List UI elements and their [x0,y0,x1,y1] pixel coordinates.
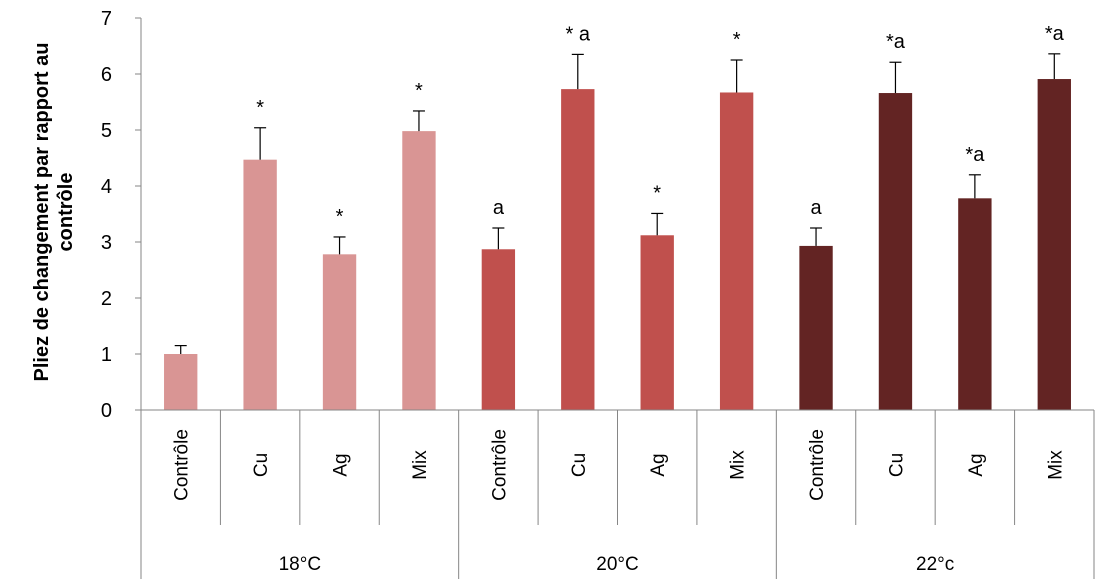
significance-label: *a [965,144,985,166]
x-axis: Contrôle Cu Ag Mix 18°C Contrôle Cu Ag Mix 20°C Co… [141,410,1094,579]
significance-label: * [653,182,661,204]
bar [164,354,197,410]
y-tick-label: 0 [101,400,112,422]
x-category-label: Contrôle [807,429,828,501]
x-category-label: Ag [648,453,669,476]
significance-label: * [256,97,264,119]
y-tick-label: 5 [101,120,112,142]
y-tick-label: 6 [101,64,112,86]
y-axis-title-line-2: contrôle [55,173,77,252]
bar [243,160,276,410]
significance-label: *a [1045,23,1065,45]
significance-label: *a [886,31,906,53]
bar [402,131,435,410]
bar [958,198,991,410]
bar [641,235,674,410]
y-tick-label: 2 [101,288,112,310]
bar [482,249,515,410]
y-axis-title: Pliez de changement par rapport au contr… [31,43,77,382]
significance-label: a [810,197,822,219]
significance-label: * a [566,23,591,45]
x-category-label: Contrôle [172,429,193,501]
significance-label: a [493,197,505,219]
significance-label: * [336,206,344,228]
bars-layer: ***a* a**a*a*a*a [164,23,1071,410]
x-category-label: Cu [569,453,590,477]
y-tick-label: 3 [101,232,112,254]
x-category-label: Cu [886,453,907,477]
bar [561,89,594,410]
bar [720,92,753,410]
significance-label: * [733,29,741,51]
x-group-label: 18°C [279,554,321,575]
y-tick-label: 7 [101,8,112,30]
x-group-label: 22°c [916,554,954,575]
y-tick-label: 4 [101,176,112,198]
x-category-label: Contrôle [489,429,510,501]
bar [1038,79,1071,410]
bar [323,254,356,410]
bar [879,93,912,410]
y-tick-label: 1 [101,344,112,366]
y-axis-title-line-1: Pliez de changement par rapport au [31,43,53,382]
x-category-label: Mix [410,450,431,480]
y-axis: 0 1 2 3 4 5 6 7 [101,8,141,579]
x-category-label: Cu [251,453,272,477]
x-category-label: Ag [966,453,987,476]
x-category-label: Ag [331,453,352,476]
bar [799,246,832,410]
x-category-label: Mix [728,450,749,480]
x-group-label: 20°C [596,554,638,575]
x-category-label: Mix [1045,450,1066,480]
significance-label: * [415,80,423,102]
